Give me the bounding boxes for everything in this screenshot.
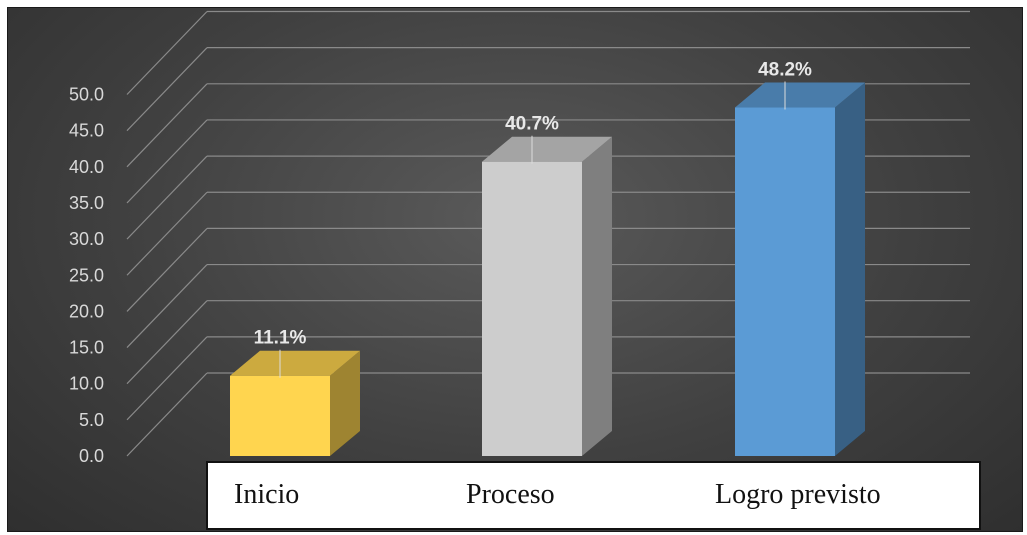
- bar: [230, 375, 330, 456]
- data-label: 40.7%: [505, 114, 559, 135]
- y-tick-label: 15.0: [69, 338, 104, 358]
- category-label-logro-previsto: Logro previsto: [715, 479, 881, 510]
- bar-top: [735, 82, 865, 108]
- depth-gridline: [126, 336, 208, 421]
- depth-gridline: [126, 83, 208, 168]
- depth-gridline: [126, 191, 208, 276]
- y-tick-label: 0.0: [79, 446, 104, 466]
- y-tick-label: 50.0: [69, 85, 104, 105]
- category-axis-box: Inicio Proceso Logro previsto: [206, 461, 981, 530]
- depth-gridline: [126, 264, 208, 348]
- depth-gridline: [126, 300, 208, 385]
- depth-gridline: [126, 372, 208, 457]
- y-tick-label: 40.0: [69, 157, 104, 177]
- bar: [482, 161, 582, 456]
- bar-side: [582, 136, 612, 456]
- category-label-inicio: Inicio: [234, 479, 300, 510]
- depth-gridline: [126, 227, 208, 312]
- y-tick-label: 30.0: [69, 229, 104, 249]
- bar: [735, 107, 835, 456]
- data-label: 48.2%: [758, 60, 812, 81]
- y-tick-label: 10.0: [69, 374, 104, 394]
- bar-side: [835, 82, 865, 456]
- depth-gridline: [126, 47, 208, 132]
- bar-top: [482, 136, 612, 162]
- y-tick-label: 45.0: [69, 121, 104, 141]
- y-tick-label: 25.0: [69, 265, 104, 285]
- depth-gridline: [126, 119, 208, 204]
- y-tick-label: 35.0: [69, 193, 104, 213]
- bar-side: [330, 350, 360, 456]
- y-tick-label: 20.0: [69, 301, 104, 321]
- data-label: 11.1%: [254, 328, 307, 349]
- y-tick-label: 5.0: [79, 410, 104, 430]
- depth-gridline: [126, 11, 208, 95]
- depth-gridline: [126, 155, 208, 240]
- bar-top: [230, 350, 360, 376]
- category-label-proceso: Proceso: [466, 479, 555, 510]
